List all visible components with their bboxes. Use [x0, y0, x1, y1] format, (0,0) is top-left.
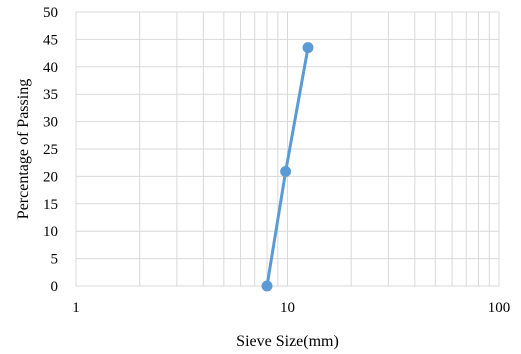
y-tick-label: 5 — [51, 252, 59, 268]
x-tick-label: 10 — [280, 300, 295, 316]
y-axis-ticks: 0 5 10 15 20 25 30 35 40 45 50 — [43, 5, 58, 295]
x-tick-label: 100 — [488, 300, 511, 316]
y-tick-label: 10 — [43, 224, 58, 240]
y-tick-label: 50 — [43, 5, 58, 21]
y-axis-title: Percentage of Passing — [15, 79, 32, 219]
y-tick-label: 0 — [51, 279, 59, 295]
plot-area-border — [75, 11, 500, 287]
y-tick-label: 30 — [43, 115, 58, 131]
series-layer — [261, 42, 314, 292]
grid — [75, 11, 500, 287]
data-point — [302, 42, 314, 54]
y-tick-label: 35 — [43, 87, 58, 103]
y-tick-label: 15 — [43, 197, 58, 213]
x-tick-label: 1 — [72, 300, 80, 316]
x-axis-title: Sieve Size(mm) — [236, 333, 339, 350]
y-tick-label: 25 — [43, 142, 58, 158]
data-point — [280, 165, 292, 177]
data-point — [261, 280, 273, 292]
y-tick-label: 40 — [43, 60, 58, 76]
x-axis-ticks: 1 10 100 — [72, 300, 510, 316]
y-tick-label: 45 — [43, 32, 58, 48]
y-tick-label: 20 — [43, 169, 58, 185]
